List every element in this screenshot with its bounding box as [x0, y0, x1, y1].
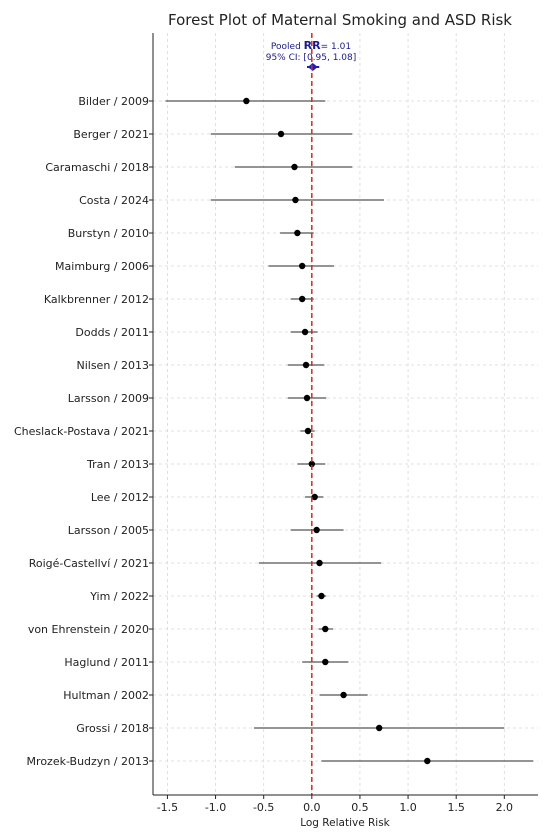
- study-label: Maimburg / 2006: [55, 260, 149, 273]
- study-label: Larsson / 2005: [68, 524, 149, 537]
- study-estimate-point: [301, 328, 309, 336]
- grid-layer: [153, 33, 538, 795]
- study-label: Haglund / 2011: [64, 656, 149, 669]
- study-label: Yim / 2022: [89, 590, 149, 603]
- study-label: Roigé-Castellví / 2021: [29, 557, 149, 570]
- study-label: Cheslack-Postava / 2021: [14, 425, 149, 438]
- study-label: Lee / 2012: [91, 491, 149, 504]
- study-estimate-point: [302, 361, 310, 369]
- x-tick-label: 1.0: [399, 801, 417, 814]
- study-label: Berger / 2021: [73, 128, 149, 141]
- pooled-ci-label: 95% CI: [0.95, 1.08]: [266, 53, 357, 63]
- study-estimate-point: [313, 526, 320, 534]
- study-label: Kalkbrenner / 2012: [44, 293, 149, 306]
- pooled-rr-value: = 1.01: [321, 42, 351, 52]
- study-estimate-point: [318, 592, 325, 600]
- x-tick-label: 1.5: [447, 801, 465, 814]
- study-estimate-point: [322, 658, 329, 666]
- pooled-prefix: Pooled: [271, 42, 304, 52]
- study-label: Mrozek-Budzyn / 2013: [27, 755, 149, 768]
- study-label: Costa / 2024: [79, 194, 149, 207]
- pooled-diamond: [307, 63, 318, 71]
- pooled-estimate: [307, 63, 320, 71]
- study-estimate-point: [298, 262, 306, 270]
- study-label: Hultman / 2002: [63, 689, 149, 702]
- chart-title: Forest Plot of Maternal Smoking and ASD …: [168, 11, 512, 29]
- x-tick-label: -1.5: [157, 801, 178, 814]
- study-label: Larsson / 2009: [68, 392, 149, 405]
- study-estimate-point: [304, 427, 312, 435]
- study-estimate-point: [375, 724, 383, 732]
- x-tick-label: -1.0: [205, 801, 226, 814]
- x-tick-label: 2.0: [496, 801, 514, 814]
- x-tick-label: 0.0: [303, 801, 321, 814]
- x-axis-label: Log Relative Risk: [300, 817, 390, 829]
- study-estimate-point: [294, 229, 301, 237]
- study-label: Bilder / 2009: [78, 95, 149, 108]
- study-label: Burstyn / 2010: [68, 227, 149, 240]
- study-estimate-point: [311, 493, 318, 501]
- study-estimate-point: [424, 757, 431, 765]
- study-label: Caramaschi / 2018: [45, 161, 149, 174]
- study-label: Dodds / 2011: [75, 326, 149, 339]
- study-estimate-point: [277, 130, 285, 138]
- pooled-rr-label: Pooled RR= 1.01: [271, 39, 351, 52]
- study-estimate-point: [298, 295, 306, 303]
- study-label: Nilsen / 2013: [76, 359, 149, 372]
- study-label: Grossi / 2018: [76, 722, 149, 735]
- study-estimate-point: [316, 559, 323, 567]
- study-label: Tran / 2013: [86, 458, 149, 471]
- x-ticks: -1.5 -1.0 -0.5 0.0 0.5 1.0 1.5 2.0: [149, 100, 514, 814]
- study-estimate-point: [308, 460, 316, 468]
- study-estimate-point: [291, 163, 298, 171]
- study-estimate-point: [322, 625, 329, 633]
- study-estimate-point: [243, 97, 250, 105]
- x-tick-label: 0.5: [351, 801, 369, 814]
- study-estimate-point: [340, 691, 347, 699]
- study-label: von Ehrenstein / 2020: [28, 623, 149, 636]
- study-rows: Bilder / 2009 Berger / 2021 Caramaschi / 2…: [14, 95, 534, 768]
- x-tick-label: -0.5: [253, 801, 274, 814]
- study-estimate-point: [292, 196, 299, 204]
- study-estimate-point: [303, 394, 311, 402]
